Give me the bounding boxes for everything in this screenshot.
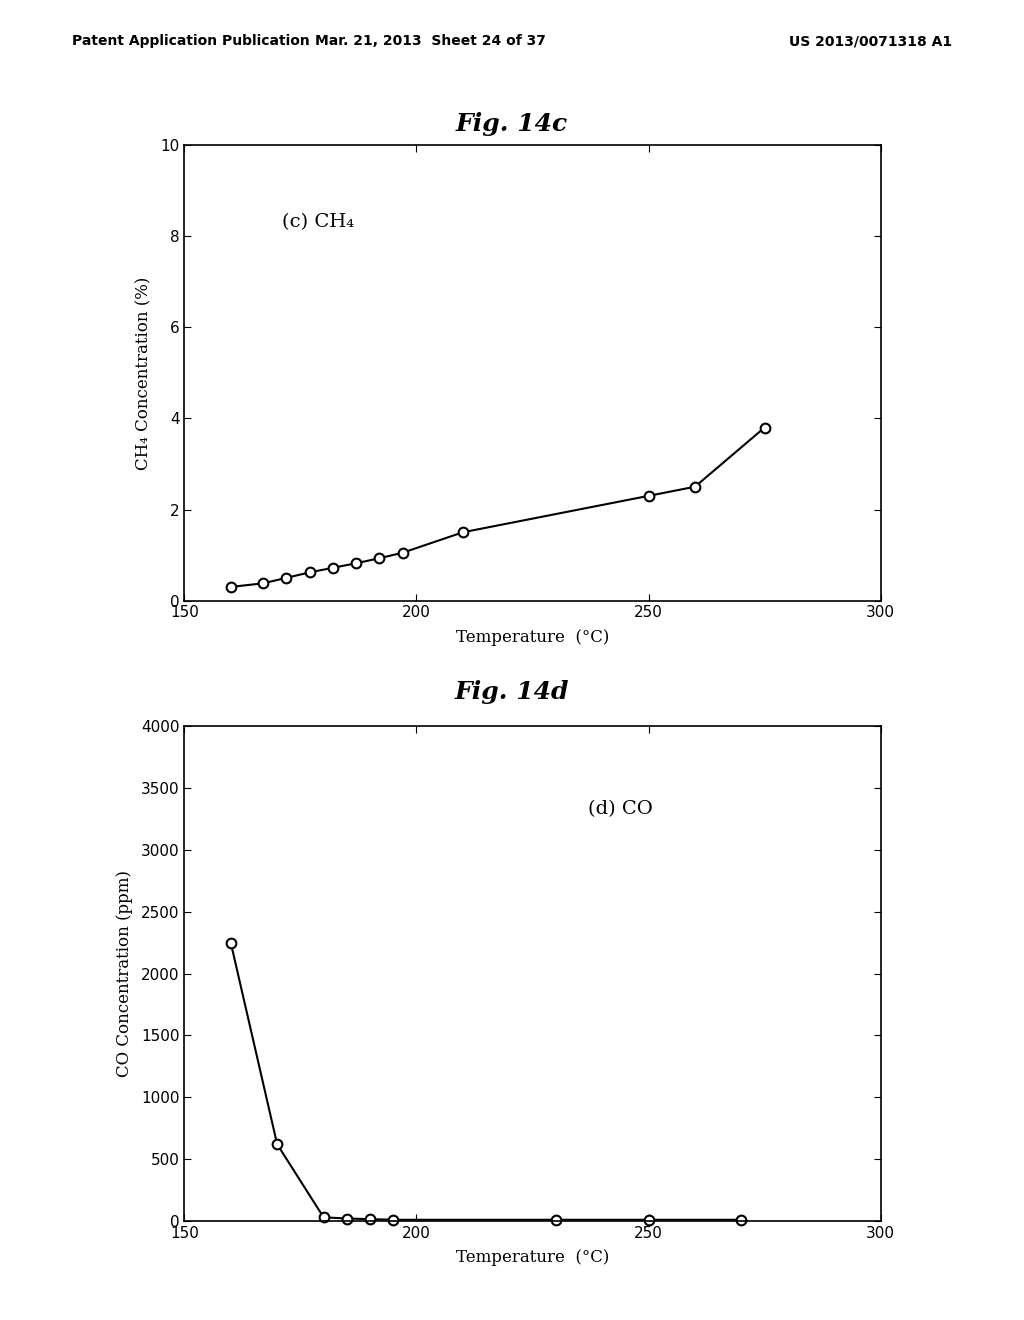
Text: Fig. 14d: Fig. 14d — [455, 680, 569, 704]
Y-axis label: CO Concentration (ppm): CO Concentration (ppm) — [116, 870, 132, 1077]
Text: US 2013/0071318 A1: US 2013/0071318 A1 — [790, 34, 952, 49]
Text: (c) CH₄: (c) CH₄ — [282, 214, 354, 231]
Text: Mar. 21, 2013  Sheet 24 of 37: Mar. 21, 2013 Sheet 24 of 37 — [314, 34, 546, 49]
X-axis label: Temperature  (°C): Temperature (°C) — [456, 628, 609, 645]
Y-axis label: CH₄ Concentration (%): CH₄ Concentration (%) — [135, 276, 152, 470]
Text: Fig. 14c: Fig. 14c — [456, 112, 568, 136]
X-axis label: Temperature  (°C): Temperature (°C) — [456, 1249, 609, 1266]
Text: (d) CO: (d) CO — [588, 800, 653, 818]
Text: Patent Application Publication: Patent Application Publication — [72, 34, 309, 49]
